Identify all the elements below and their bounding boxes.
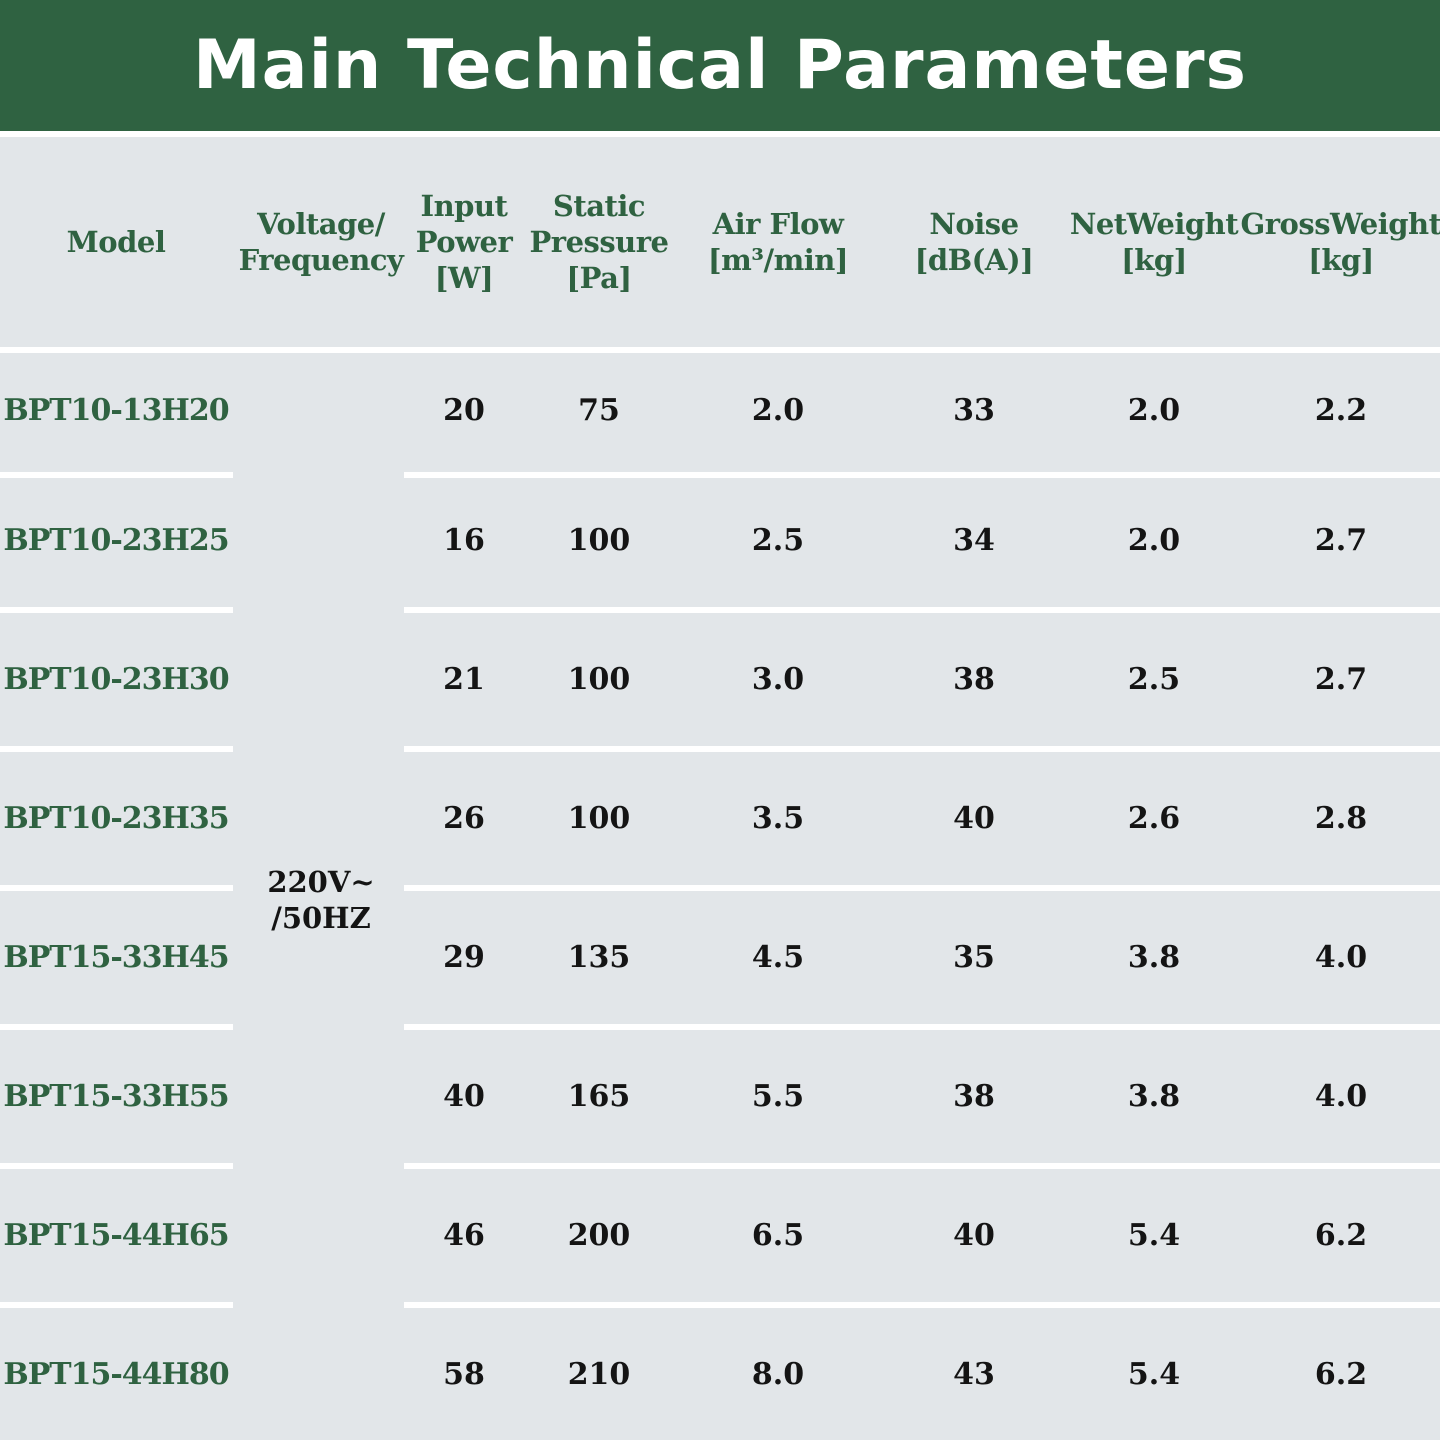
airflow-cell: 8.0 bbox=[751, 1356, 805, 1392]
pressure-cell: 75 bbox=[578, 392, 620, 428]
header-air-flow: Air Flow [m³/min] bbox=[707, 207, 849, 277]
gross-cell: 2.2 bbox=[1314, 392, 1368, 428]
power-cell: 20 bbox=[443, 392, 485, 428]
banner-separator bbox=[0, 131, 1440, 137]
model-cell: BPT10-23H35 bbox=[3, 800, 229, 836]
header-model: Model bbox=[66, 225, 166, 259]
airflow-cell: 3.5 bbox=[751, 800, 805, 836]
power-cell: 46 bbox=[443, 1217, 485, 1253]
pressure-cell: 100 bbox=[567, 800, 631, 836]
pressure-cell: 165 bbox=[567, 1078, 631, 1114]
airflow-cell: 5.5 bbox=[751, 1078, 805, 1114]
model-cell: BPT15-33H55 bbox=[3, 1078, 229, 1114]
noise-cell: 38 bbox=[953, 661, 995, 697]
header-input-power: Input Power [W] bbox=[415, 189, 513, 295]
row-separator-right bbox=[404, 1163, 1440, 1169]
noise-cell: 38 bbox=[953, 1078, 995, 1114]
power-cell: 40 bbox=[443, 1078, 485, 1114]
pressure-cell: 200 bbox=[567, 1217, 631, 1253]
row-separator-left bbox=[0, 1163, 233, 1169]
title-banner: Main Technical Parameters bbox=[0, 0, 1440, 131]
row-separator-left bbox=[0, 885, 233, 891]
net-cell: 2.6 bbox=[1127, 800, 1181, 836]
gross-cell: 2.7 bbox=[1314, 661, 1368, 697]
row-separator-left bbox=[0, 472, 233, 478]
row-separator-right bbox=[404, 1024, 1440, 1030]
net-cell: 2.5 bbox=[1127, 661, 1181, 697]
header-noise: Noise [dB(A)] bbox=[914, 207, 1034, 277]
voltage-frequency-cell: 220V~ /50HZ bbox=[267, 865, 375, 935]
airflow-cell: 4.5 bbox=[751, 939, 805, 975]
airflow-cell: 2.0 bbox=[751, 392, 805, 428]
noise-cell: 35 bbox=[953, 939, 995, 975]
net-cell: 5.4 bbox=[1127, 1217, 1181, 1253]
model-cell: BPT10-13H20 bbox=[3, 392, 229, 428]
row-separator-left bbox=[0, 607, 233, 613]
noise-cell: 34 bbox=[953, 522, 995, 558]
noise-cell: 40 bbox=[953, 800, 995, 836]
net-cell: 5.4 bbox=[1127, 1356, 1181, 1392]
model-cell: BPT15-33H45 bbox=[3, 939, 229, 975]
row-separator-right bbox=[404, 885, 1440, 891]
pressure-cell: 100 bbox=[567, 661, 631, 697]
row-separator-left bbox=[0, 1302, 233, 1308]
power-cell: 58 bbox=[443, 1356, 485, 1392]
net-cell: 2.0 bbox=[1127, 522, 1181, 558]
model-cell: BPT15-44H65 bbox=[3, 1217, 229, 1253]
gross-cell: 6.2 bbox=[1314, 1356, 1368, 1392]
power-cell: 16 bbox=[443, 522, 485, 558]
net-cell: 3.8 bbox=[1127, 939, 1181, 975]
gross-cell: 2.7 bbox=[1314, 522, 1368, 558]
airflow-cell: 2.5 bbox=[751, 522, 805, 558]
airflow-cell: 6.5 bbox=[751, 1217, 805, 1253]
model-cell: BPT15-44H80 bbox=[3, 1356, 229, 1392]
page-title: Main Technical Parameters bbox=[193, 26, 1247, 105]
noise-cell: 43 bbox=[953, 1356, 995, 1392]
header-voltage-frequency: Voltage/ Frequency bbox=[238, 207, 404, 277]
noise-cell: 40 bbox=[953, 1217, 995, 1253]
model-cell: BPT10-23H25 bbox=[3, 522, 229, 558]
power-cell: 21 bbox=[443, 661, 485, 697]
gross-cell: 2.8 bbox=[1314, 800, 1368, 836]
power-cell: 29 bbox=[443, 939, 485, 975]
net-cell: 3.8 bbox=[1127, 1078, 1181, 1114]
header-static-pressure: Static Pressure [Pa] bbox=[529, 189, 669, 295]
pressure-cell: 135 bbox=[567, 939, 631, 975]
row-separator-right bbox=[404, 1302, 1440, 1308]
pressure-cell: 100 bbox=[567, 522, 631, 558]
pressure-cell: 210 bbox=[567, 1356, 631, 1392]
model-cell: BPT10-23H30 bbox=[3, 661, 229, 697]
header-separator bbox=[0, 347, 1440, 353]
row-separator-right bbox=[404, 607, 1440, 613]
gross-cell: 4.0 bbox=[1314, 939, 1368, 975]
gross-cell: 4.0 bbox=[1314, 1078, 1368, 1114]
airflow-cell: 3.0 bbox=[751, 661, 805, 697]
power-cell: 26 bbox=[443, 800, 485, 836]
header-gross-weight: GrossWeight [kg] bbox=[1240, 207, 1440, 277]
gross-cell: 6.2 bbox=[1314, 1217, 1368, 1253]
header-net-weight: NetWeight [kg] bbox=[1069, 207, 1239, 277]
row-separator-left bbox=[0, 1024, 233, 1030]
net-cell: 2.0 bbox=[1127, 392, 1181, 428]
row-separator-left bbox=[0, 746, 233, 752]
row-separator-right bbox=[404, 472, 1440, 478]
noise-cell: 33 bbox=[953, 392, 995, 428]
row-separator-right bbox=[404, 746, 1440, 752]
